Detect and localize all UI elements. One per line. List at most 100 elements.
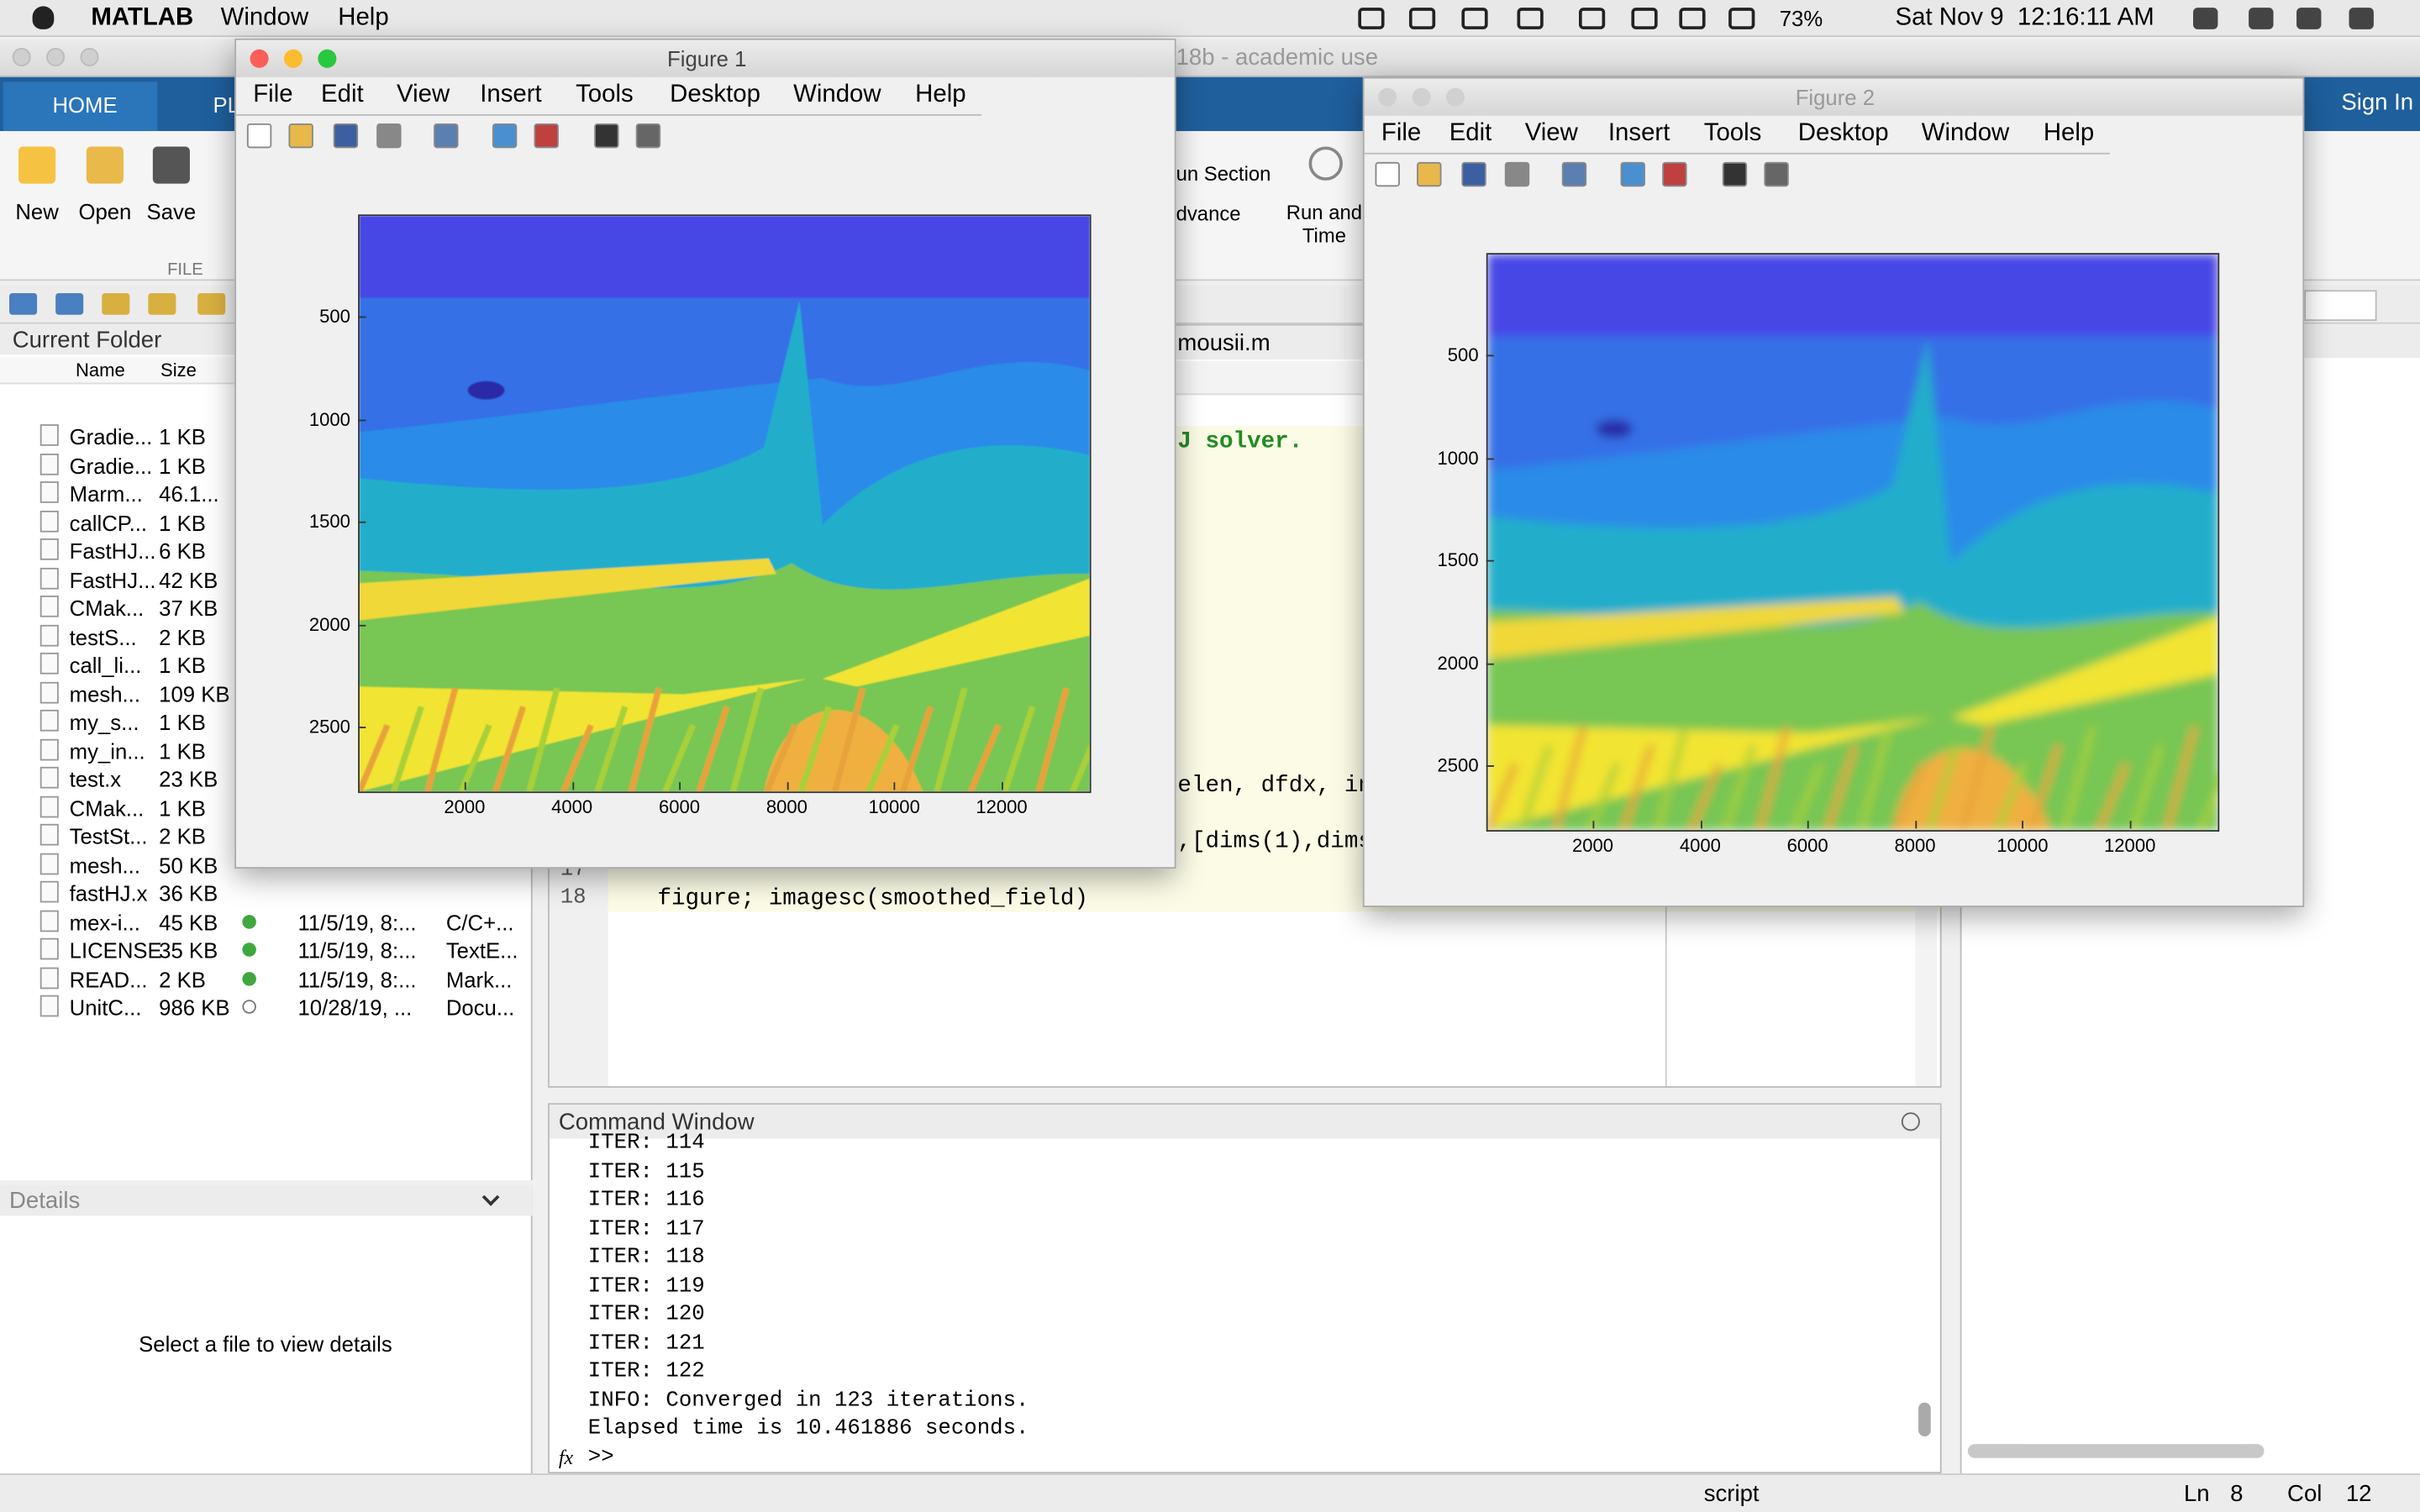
toolbar-button[interactable] — [1722, 161, 1748, 187]
file-name[interactable]: UnitC... — [69, 995, 142, 1021]
tab[interactable]: HOME — [52, 92, 118, 118]
file-name[interactable]: CMak... — [69, 595, 145, 621]
toolbar-button[interactable] — [492, 123, 518, 149]
window-button[interactable] — [80, 47, 99, 66]
menu-item[interactable]: Help — [338, 4, 389, 31]
app-name[interactable]: MATLAB — [91, 4, 194, 31]
menu-item[interactable]: File — [1381, 120, 1422, 147]
menu-item[interactable]: Insert — [1607, 120, 1670, 147]
toolbar-button[interactable] — [635, 123, 661, 149]
panel-menu[interactable] — [1901, 1112, 1920, 1131]
menu-item[interactable]: Tools — [1703, 120, 1762, 147]
file-type: C/C+... — [445, 909, 514, 935]
menu-item[interactable]: File — [253, 81, 293, 108]
toolbar-button[interactable] — [1375, 161, 1400, 187]
file-name[interactable]: TestSt... — [69, 823, 148, 849]
toolstrip-icon[interactable] — [152, 146, 190, 184]
file-size: 50 KB — [159, 852, 218, 878]
file-name[interactable]: call_li... — [69, 652, 142, 678]
window-button[interactable] — [318, 49, 337, 68]
file-name[interactable]: FastHJ... — [69, 567, 156, 592]
toolbar-button[interactable] — [333, 123, 359, 149]
window-button[interactable] — [250, 49, 269, 68]
toolbar-button[interactable] — [594, 123, 619, 149]
file-name[interactable]: my_s... — [69, 709, 139, 735]
file-name[interactable]: LICENSE — [69, 937, 162, 963]
toolstrip-button[interactable]: New — [15, 198, 59, 224]
file-name[interactable]: Marm... — [69, 481, 143, 507]
toolstrip-button[interactable]: Run and — [1286, 200, 1363, 224]
menu-item[interactable]: Window — [793, 81, 881, 108]
image-region — [359, 297, 1090, 433]
menu-item[interactable]: Desktop — [1797, 120, 1889, 147]
sign-in[interactable]: Sign In — [2341, 89, 2414, 116]
window-button[interactable] — [283, 49, 303, 68]
window-button[interactable] — [1378, 87, 1397, 107]
nav-icon[interactable] — [9, 292, 38, 315]
toolbar-button[interactable] — [1417, 161, 1442, 187]
tick-mark — [786, 782, 789, 790]
nav-icon[interactable] — [102, 292, 130, 315]
toolstrip-icon[interactable] — [86, 146, 124, 184]
nav-icon[interactable] — [148, 292, 176, 315]
menu-item[interactable]: Tools — [576, 81, 634, 108]
file-name[interactable]: Gradie... — [69, 424, 153, 449]
file-name[interactable]: testS... — [69, 623, 137, 649]
toolstrip-button[interactable]: Open — [78, 198, 132, 224]
run-icon[interactable] — [1308, 146, 1343, 181]
toolbar-button[interactable] — [376, 123, 402, 149]
toolstrip-icon[interactable] — [18, 146, 56, 184]
panel-title: Command Window — [558, 1109, 755, 1136]
window-button[interactable] — [12, 47, 31, 66]
nav-icon[interactable] — [197, 292, 226, 315]
menu-item[interactable]: Edit — [1449, 120, 1492, 147]
menu-item[interactable]: Edit — [321, 81, 364, 108]
toolbar-button[interactable] — [1662, 161, 1687, 187]
toolbar-button[interactable] — [1764, 161, 1789, 187]
file-size: 1 KB — [159, 453, 206, 478]
toolbar-button[interactable] — [288, 123, 313, 149]
window-button[interactable] — [1412, 87, 1431, 107]
file-name[interactable]: callCP... — [69, 510, 148, 535]
file-name[interactable]: test.x — [69, 766, 122, 792]
file-name[interactable]: CMak... — [69, 795, 145, 821]
toolstrip-button[interactable]: dvance — [1176, 202, 1241, 226]
search-box[interactable] — [2304, 290, 2377, 322]
file-name[interactable]: mesh... — [69, 852, 140, 878]
menu-item[interactable]: Help — [915, 81, 966, 108]
nav-icon[interactable] — [55, 292, 84, 315]
toolbar-button[interactable] — [1561, 161, 1587, 187]
home-tab[interactable] — [3, 81, 158, 132]
toolbar-button[interactable] — [246, 123, 272, 149]
window-button[interactable] — [1446, 87, 1465, 107]
file-name[interactable]: mesh... — [69, 680, 140, 706]
toolstrip-button[interactable]: un Section — [1176, 161, 1271, 186]
panel-header — [549, 1105, 1940, 1139]
file-name[interactable]: my_in... — [69, 738, 145, 764]
file-name[interactable]: fastHJ.x — [69, 880, 148, 906]
file-name[interactable]: FastHJ... — [69, 538, 156, 564]
editor-tab[interactable]: mousii.m — [1177, 330, 1270, 357]
toolbar-button[interactable] — [434, 123, 459, 149]
code-comment: J solver. — [1177, 428, 1303, 455]
toolstrip-button[interactable]: Save — [146, 198, 197, 224]
toolbar-button[interactable] — [1461, 161, 1486, 187]
menu-item[interactable]: Window — [220, 4, 309, 31]
toolbar-button[interactable] — [1504, 161, 1530, 187]
menu-item[interactable]: Window — [1921, 120, 2010, 147]
toolstrip-button[interactable]: Time — [1302, 223, 1347, 247]
status-value: 8 — [2230, 1481, 2244, 1508]
toolbar-button[interactable] — [534, 123, 559, 149]
file-name[interactable]: Gradie... — [69, 453, 153, 478]
toolbar-button[interactable] — [1620, 161, 1645, 187]
menu-item[interactable]: Desktop — [670, 81, 760, 108]
menu-item[interactable]: Help — [2043, 120, 2095, 147]
file-icon — [39, 995, 59, 1017]
window-button[interactable] — [46, 47, 66, 66]
file-name[interactable]: READ... — [69, 966, 148, 992]
menu-item[interactable]: Insert — [480, 81, 542, 108]
menu-item[interactable]: View — [397, 81, 450, 108]
file-name[interactable]: mex-i... — [69, 909, 140, 935]
menu-item[interactable]: View — [1524, 120, 1578, 147]
y-tick-label: 1000 — [308, 407, 350, 430]
